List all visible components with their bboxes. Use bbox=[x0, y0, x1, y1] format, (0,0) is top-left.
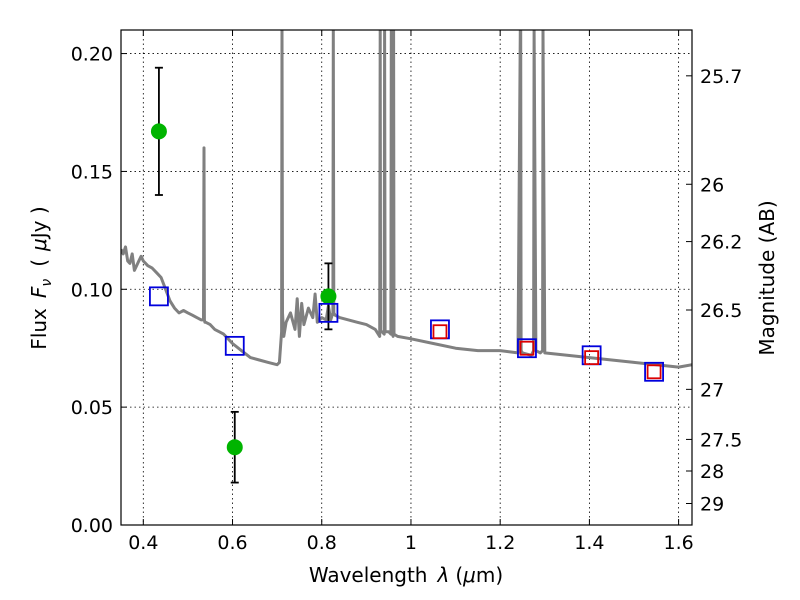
y-tick-label: 0.00 bbox=[71, 515, 113, 537]
y-tick-label: 0.15 bbox=[71, 161, 113, 183]
spectrum-layer bbox=[121, 30, 692, 369]
x-tick-label: 0.6 bbox=[217, 532, 247, 554]
x-tick-label: 0.8 bbox=[307, 532, 337, 554]
y2-tick-label: 29 bbox=[700, 494, 724, 516]
model-flux-square-red bbox=[432, 324, 448, 340]
model-flux-square-blue bbox=[644, 361, 664, 382]
observed-flux-point bbox=[320, 288, 337, 305]
tick-layer: 0.4 0.6 0.8 1 1.2 1.4 1.6 0.00 0.05 0.10 0.15 0.20 2… bbox=[71, 30, 742, 554]
y2-tick-label: 26.2 bbox=[700, 232, 742, 254]
y2-tick-label: 27.5 bbox=[700, 429, 742, 451]
y2-tick-label: 28 bbox=[700, 461, 724, 483]
y-axis-label: FluxFν(μJy ) bbox=[27, 206, 55, 349]
x-tick-label: 1.6 bbox=[664, 532, 694, 554]
y2-axis-label: Magnitude (AB) bbox=[755, 200, 779, 355]
x-tick-label: 1.2 bbox=[485, 532, 515, 554]
y2-tick-label: 26 bbox=[700, 174, 724, 196]
model-flux-square-red bbox=[646, 364, 662, 380]
observed-flux-point bbox=[150, 123, 167, 140]
y2-tick-label: 25.7 bbox=[700, 66, 742, 88]
observed-flux-point bbox=[226, 439, 243, 456]
model-flux-square-blue bbox=[517, 338, 537, 359]
y2-tick-label: 27 bbox=[700, 379, 724, 401]
grid-layer bbox=[121, 30, 692, 526]
x-tick-label: 0.4 bbox=[128, 532, 158, 554]
model-flux-square-blue bbox=[318, 302, 339, 323]
model-flux-square-blue bbox=[224, 335, 245, 356]
x-tick-label: 1.4 bbox=[574, 532, 604, 554]
model-flux-square-red bbox=[519, 340, 535, 356]
model-flux-square-red bbox=[584, 350, 600, 366]
model-flux-square-blue bbox=[149, 286, 169, 307]
y2-tick-label: 26.5 bbox=[700, 300, 742, 322]
y-tick-label: 0.20 bbox=[71, 44, 113, 66]
template-spectrum-line bbox=[121, 30, 692, 369]
y-tick-label: 0.10 bbox=[71, 279, 113, 301]
plot-frame bbox=[120, 29, 693, 526]
marker-layer bbox=[149, 66, 664, 484]
x-axis-label: Wavelength λ (μm) bbox=[309, 563, 503, 587]
x-tick-label: 1 bbox=[405, 532, 417, 554]
y-tick-label: 0.05 bbox=[71, 397, 113, 419]
